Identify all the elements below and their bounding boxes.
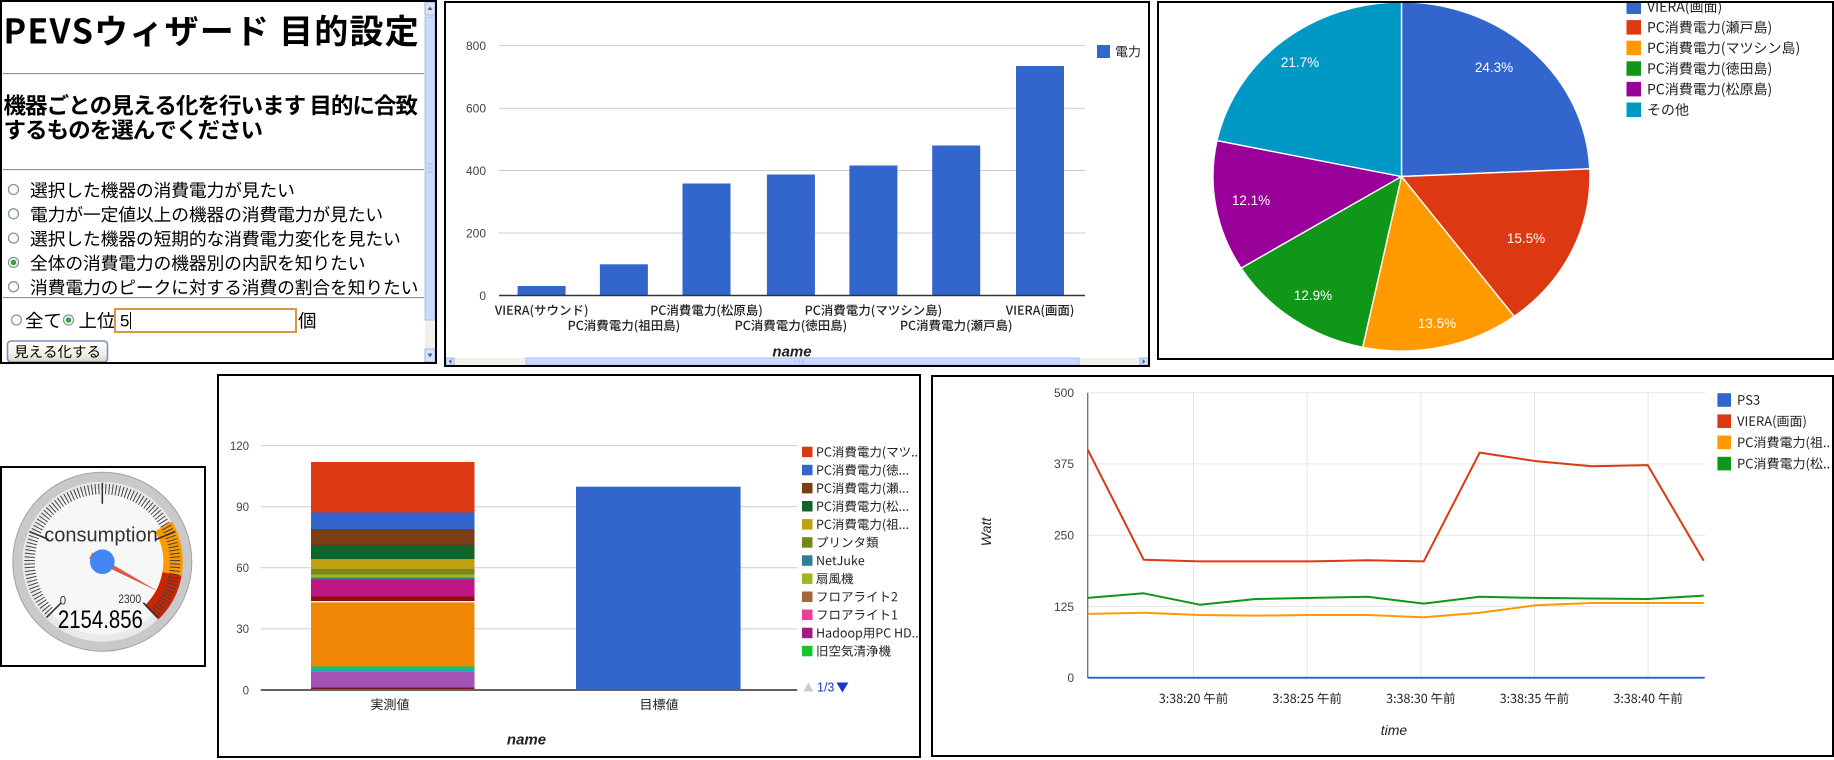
svg-text:0: 0	[1067, 671, 1074, 685]
svg-text:2154.856: 2154.856	[58, 606, 143, 634]
svg-text:375: 375	[1054, 457, 1074, 471]
svg-text:13.5%: 13.5%	[1418, 316, 1456, 331]
svg-text:name: name	[507, 731, 546, 748]
svg-text:120: 120	[230, 441, 249, 453]
svg-text:125: 125	[1054, 600, 1074, 614]
svg-text:2300: 2300	[118, 594, 141, 606]
svg-text:5: 5	[120, 312, 129, 331]
svg-text:800: 800	[466, 39, 486, 53]
svg-text:30: 30	[236, 624, 249, 636]
svg-text:500: 500	[1054, 386, 1074, 400]
svg-text:400: 400	[466, 164, 486, 178]
svg-text:Watt: Watt	[978, 517, 994, 547]
svg-text:250: 250	[1054, 529, 1074, 543]
svg-text:time: time	[1381, 722, 1408, 738]
svg-text:24.3%: 24.3%	[1475, 60, 1513, 75]
svg-text:21.7%: 21.7%	[1281, 55, 1319, 70]
svg-text:1/3: 1/3	[817, 681, 834, 695]
svg-text:consumption: consumption	[44, 525, 157, 547]
svg-text:12.1%: 12.1%	[1232, 193, 1270, 208]
svg-text:15.5%: 15.5%	[1507, 231, 1545, 246]
svg-text:12.9%: 12.9%	[1294, 288, 1332, 303]
svg-text:0: 0	[243, 685, 249, 697]
svg-text:60: 60	[236, 563, 249, 575]
svg-text:600: 600	[466, 102, 486, 116]
svg-text:name: name	[772, 343, 811, 360]
svg-text:0: 0	[60, 595, 66, 607]
svg-text:0: 0	[479, 289, 486, 303]
svg-text:90: 90	[236, 502, 249, 514]
svg-text:200: 200	[466, 226, 486, 240]
